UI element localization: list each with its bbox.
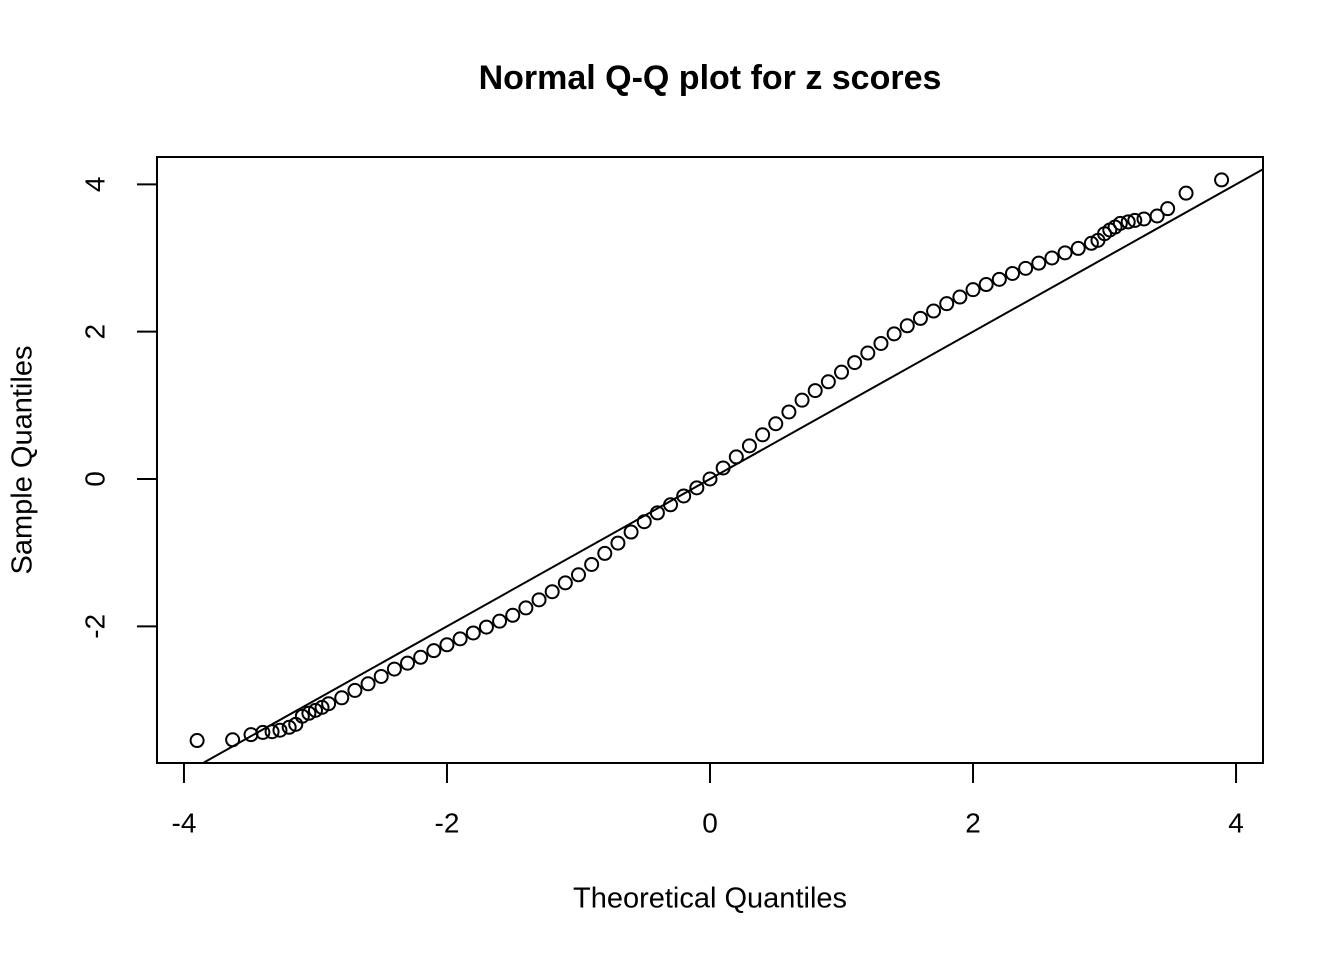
point xyxy=(478,619,494,635)
point xyxy=(1149,208,1165,224)
point xyxy=(272,722,288,738)
point xyxy=(347,682,363,698)
x-tick-label: 2 xyxy=(965,807,981,838)
point xyxy=(1018,260,1034,276)
point xyxy=(334,690,350,706)
point xyxy=(1057,245,1073,261)
point xyxy=(1044,250,1060,266)
point xyxy=(1160,201,1176,217)
point xyxy=(794,392,810,408)
point xyxy=(649,505,665,521)
point xyxy=(373,668,389,684)
point xyxy=(1070,240,1086,256)
point xyxy=(807,383,823,399)
point xyxy=(1004,265,1020,281)
x-tick-label: -2 xyxy=(435,807,460,838)
point xyxy=(702,471,718,487)
point xyxy=(676,488,692,504)
point xyxy=(426,643,442,659)
x-tick-label: 4 xyxy=(1228,807,1244,838)
point xyxy=(1112,215,1128,231)
point xyxy=(755,427,771,443)
point xyxy=(1214,172,1230,188)
point xyxy=(636,514,652,530)
point xyxy=(360,676,376,692)
point xyxy=(597,545,613,561)
x-axis-label: Theoretical Quantiles xyxy=(573,883,847,915)
point xyxy=(610,535,626,551)
reference-line xyxy=(200,168,1263,763)
point xyxy=(886,326,902,342)
y-axis-label: Sample Quantiles xyxy=(7,346,39,575)
point xyxy=(321,696,337,712)
point xyxy=(1120,214,1136,230)
point xyxy=(952,289,968,305)
y-tick-label: 0 xyxy=(79,471,110,487)
point xyxy=(1031,255,1047,271)
point xyxy=(820,374,836,390)
point xyxy=(492,613,508,629)
point xyxy=(439,637,455,653)
point xyxy=(557,575,573,591)
y-tick-label: 4 xyxy=(79,177,110,193)
point xyxy=(1127,212,1143,228)
point xyxy=(255,724,271,740)
point xyxy=(663,497,679,513)
x-tick-label: -4 xyxy=(172,807,197,838)
point xyxy=(225,732,241,748)
point xyxy=(939,296,955,312)
point xyxy=(465,625,481,641)
point xyxy=(781,404,797,420)
point xyxy=(912,310,928,326)
point xyxy=(584,556,600,572)
point xyxy=(1136,211,1152,227)
point xyxy=(544,584,560,600)
y-tick-label: -2 xyxy=(79,614,110,639)
point xyxy=(768,416,784,432)
point xyxy=(715,460,731,476)
point xyxy=(899,318,915,334)
point xyxy=(991,271,1007,287)
point xyxy=(834,364,850,380)
plot-area xyxy=(200,168,1263,763)
point xyxy=(689,480,705,496)
point xyxy=(400,655,416,671)
point xyxy=(570,567,586,583)
point xyxy=(926,303,942,319)
point xyxy=(728,449,744,465)
point xyxy=(386,661,402,677)
x-tick-label: 0 xyxy=(702,807,718,838)
point xyxy=(978,277,994,293)
point xyxy=(531,592,547,608)
point xyxy=(873,335,889,351)
point xyxy=(623,524,639,540)
point xyxy=(452,631,468,647)
chart-title: Normal Q-Q plot for z scores xyxy=(479,59,942,97)
point xyxy=(505,607,521,623)
y-tick-label: 2 xyxy=(79,324,110,340)
point xyxy=(264,724,280,740)
point xyxy=(741,438,757,454)
point xyxy=(965,282,981,298)
point xyxy=(518,600,534,616)
point xyxy=(1178,185,1194,201)
point xyxy=(847,355,863,371)
point xyxy=(189,733,205,749)
point xyxy=(413,649,429,665)
point xyxy=(860,345,876,361)
